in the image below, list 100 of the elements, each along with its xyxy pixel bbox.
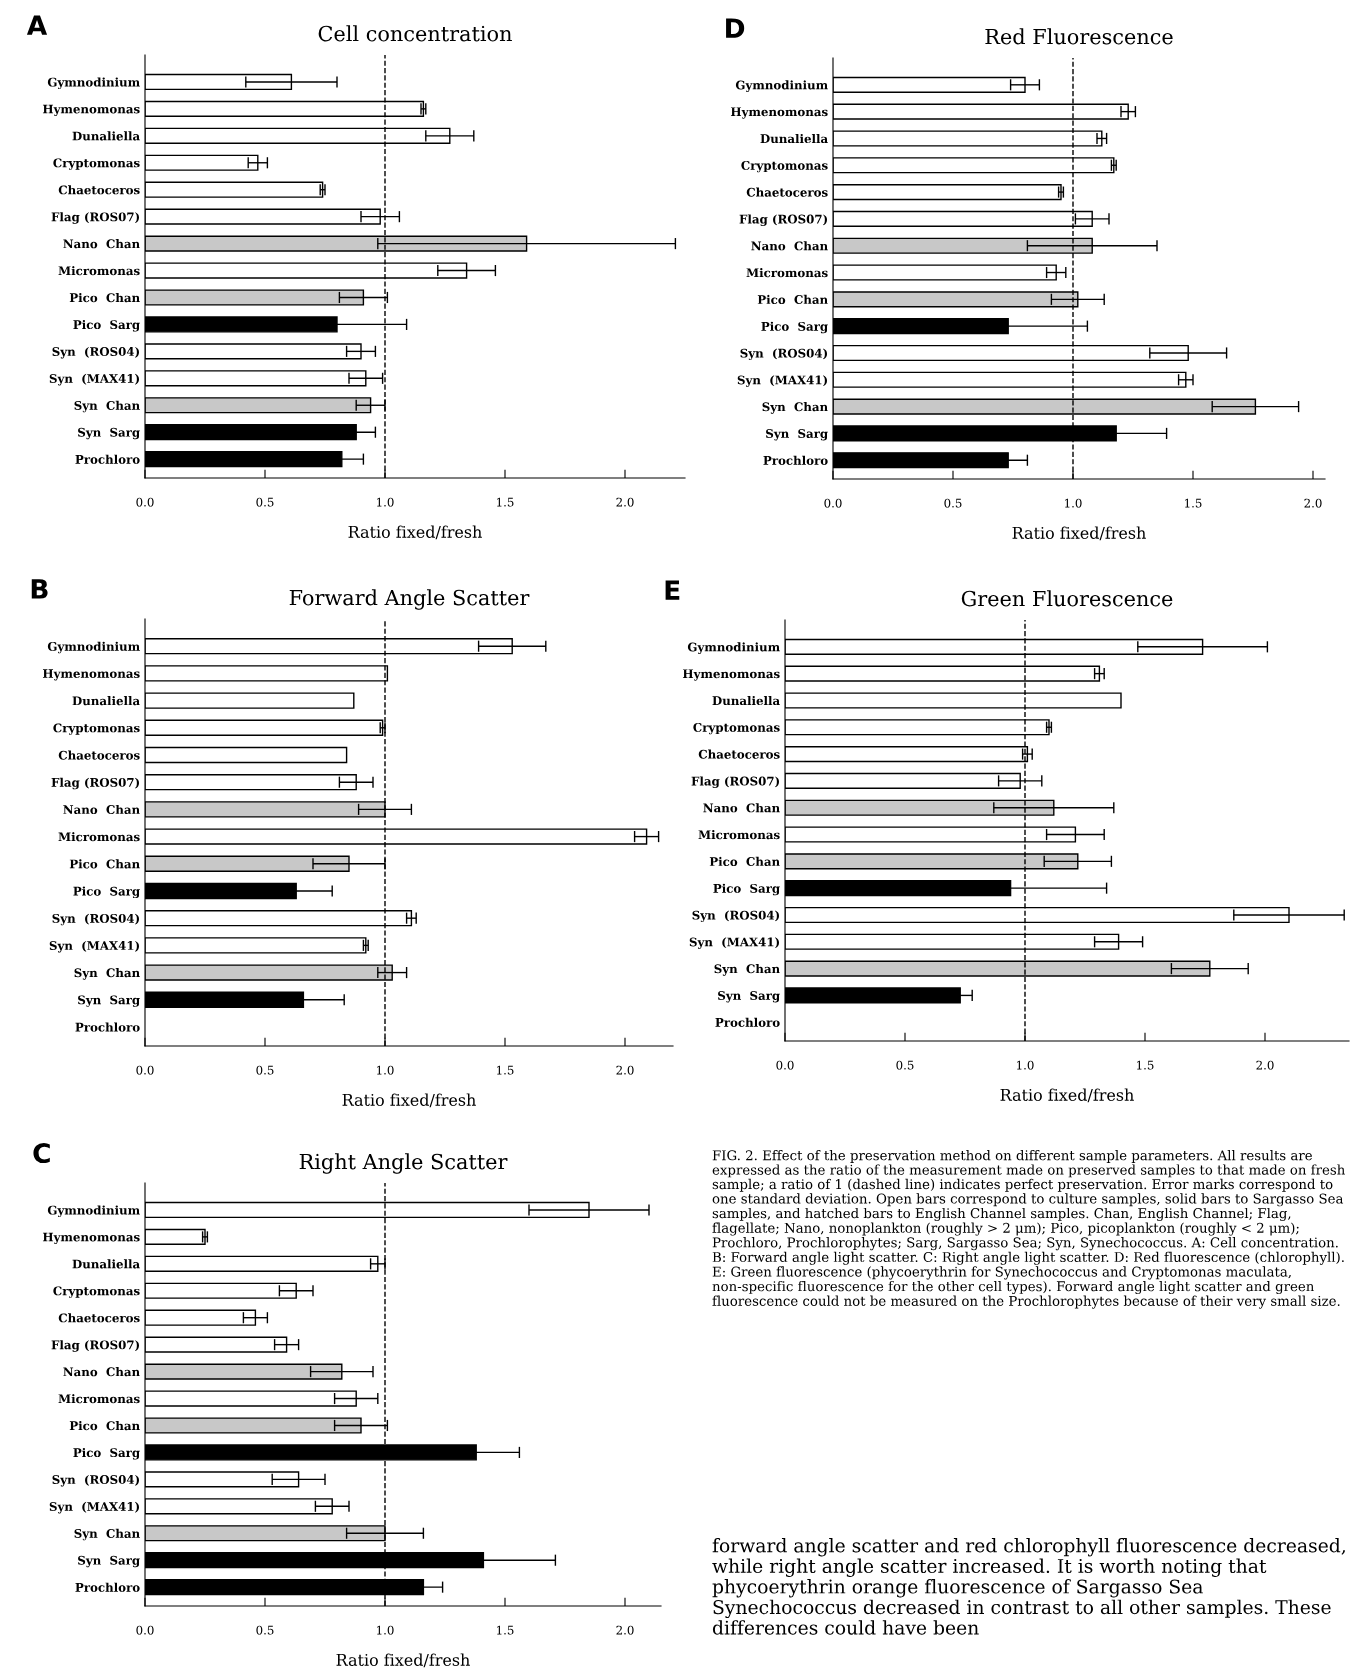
y-tick-label: Micromonas: [746, 268, 828, 278]
y-tick-label: Syn Sarg: [766, 429, 828, 441]
y-tick-label: Syn (ROS04): [52, 913, 140, 926]
y-tick-label: Syn Chan: [762, 402, 828, 414]
x-tick-label: 2.0: [1304, 498, 1322, 508]
y-tick-label: Syn (MAX41): [689, 937, 780, 949]
y-tick-label: Flag (ROS07): [51, 1340, 140, 1352]
chart-title: Cell concentration: [318, 25, 512, 42]
x-tick-label: 0.5: [896, 1060, 914, 1070]
y-tick-label: Pico Chan: [69, 859, 140, 869]
y-tick-label: Syn Sarg: [78, 995, 140, 1007]
y-tick-label: Prochloro: [75, 1022, 140, 1032]
text: E: [665, 580, 680, 600]
x-tick-label: 2.0: [616, 497, 634, 507]
chart-title: Forward Angle Scatter: [289, 589, 530, 610]
x-tick-label: 0.0: [136, 1065, 154, 1075]
y-tick-label: Syn Sarg: [78, 1555, 140, 1568]
y-tick-label: Nano Chan: [751, 241, 828, 251]
x-tick-label: 1.5: [1137, 1060, 1154, 1070]
y-tick-label: Syn (MAX41): [49, 940, 140, 953]
y-tick-label: Syn (ROS04): [52, 1474, 140, 1487]
text: forward angle scatter and red chlorophyll fluorescence decreased, while right angle scatter increased. It is worth noting that phycoerythrin orange fluorescence of Sargasso Sea Synechococcus decreased in contrast to all other samples. These differences could have been: [712, 1538, 1345, 1635]
y-tick-label: Syn (MAX41): [737, 375, 828, 387]
x-tick-label: 2.0: [616, 1065, 634, 1075]
y-tick-label: Dunaliella: [72, 696, 140, 706]
text: FIG. 2. Effect of the preservation method on different sample parameters. All results are expressed as the ratio of the measurement made on preserved samples to that made on fresh sample; a ratio of 1 (dashed line) indicates perfect preservation. Error marks correspond to one standard deviation. Open bars correspond to culture samples, solid bars to Sargasso Sea samples, and hatched bars to English Channel samples. Chan, English Channel; Flag, flagellate; Nano, nonoplankton (roughly > 2 μm); Pico, picoplankton (roughly < 2 μm); Prochloro, Prochlorophytes; Sarg, Sargasso Sea; Syn, Synechococcus. A: Cell concentration. B: Forward angle light scatter. C: Right angle light scatter. D: Red fluorescence (chlorophyll). E: Green fluorescence (phycoerythrin for Synechococcus and Cryptomonas maculata, non-specific fluorescence for the other cell types). Forward angle light scatter and green fluorescence could not be measured on the Prochlorophytes because of their very small size.: [712, 1150, 1345, 1309]
y-tick-label: Flag (ROS07): [739, 214, 828, 226]
y-tick-label: Chaetoceros: [58, 185, 140, 195]
y-tick-label: Hymenomonas: [730, 107, 828, 119]
x-tick-label: 2.0: [1256, 1060, 1274, 1070]
chart-title: Red Fluorescence: [985, 28, 1173, 45]
y-tick-label: Gymnodinium: [47, 1205, 140, 1218]
y-tick-label: Hymenomonas: [42, 104, 140, 116]
y-tick-label: Cryptomonas: [53, 723, 140, 735]
x-tick-label: 1.5: [1185, 498, 1202, 508]
y-tick-label: Nano Chan: [703, 803, 780, 813]
chart-title: Right Angle Scatter: [299, 1153, 508, 1174]
y-tick-label: Syn (ROS04): [740, 348, 828, 361]
x-axis-title: Ratio fixed/fresh: [342, 1093, 476, 1108]
x-tick-label: 1.0: [377, 1065, 394, 1075]
y-tick-label: Cryptomonas: [741, 160, 828, 173]
y-tick-label: Syn (ROS04): [692, 910, 780, 923]
text: C: [33, 1143, 50, 1164]
y-tick-label: Cryptomonas: [53, 158, 140, 170]
y-tick-label: Gymnodinium: [47, 641, 140, 654]
text: D: [726, 18, 745, 38]
y-tick-label: Pico Chan: [69, 1421, 140, 1431]
x-tick-label: 1.0: [1065, 498, 1082, 508]
y-tick-label: Chaetoceros: [58, 750, 140, 760]
y-tick-label: Chaetoceros: [698, 749, 780, 759]
x-tick-label: 0.5: [256, 1625, 274, 1635]
text: A: [26, 15, 48, 35]
y-tick-label: Prochloro: [75, 454, 140, 464]
y-tick-label: Gymnodinium: [735, 80, 828, 92]
y-tick-label: Gymnodinium: [687, 642, 780, 654]
y-tick-label: Nano Chan: [63, 804, 140, 815]
y-tick-label: Flag (ROS07): [691, 776, 780, 788]
y-tick-label: Prochloro: [763, 455, 828, 465]
x-tick-label: 1.5: [497, 497, 514, 507]
x-axis-title: Ratio fixed/fresh: [336, 1653, 470, 1668]
y-tick-label: Flag (ROS07): [51, 212, 140, 224]
y-tick-label: Chaetoceros: [58, 1313, 140, 1323]
x-tick-label: 0.0: [776, 1060, 794, 1070]
y-tick-label: Dunaliella: [72, 131, 140, 141]
y-tick-label: Micromonas: [698, 830, 780, 840]
chart-title: Green Fluorescence: [961, 590, 1173, 607]
y-tick-label: Syn Sarg: [718, 991, 780, 1003]
y-tick-label: Pico Sarg: [761, 321, 828, 334]
y-tick-label: Chaetoceros: [746, 187, 828, 197]
y-tick-label: Pico Chan: [709, 856, 780, 866]
y-tick-label: Micromonas: [58, 266, 140, 276]
y-tick-label: Syn Sarg: [78, 427, 140, 440]
text: B: [31, 579, 48, 599]
y-tick-label: Cryptomonas: [53, 1286, 140, 1298]
y-tick-label: Pico Sarg: [73, 1447, 140, 1460]
x-tick-label: 1.0: [377, 1625, 394, 1635]
y-tick-label: Prochloro: [75, 1582, 140, 1592]
y-tick-label: Syn Chan: [714, 964, 780, 976]
y-tick-label: Micromonas: [58, 832, 140, 842]
x-tick-label: 1.0: [1017, 1060, 1034, 1070]
y-tick-label: Syn Chan: [74, 968, 140, 980]
x-tick-label: 0.5: [256, 1065, 274, 1075]
x-tick-label: 1.5: [497, 1065, 514, 1075]
y-tick-label: Syn Chan: [74, 400, 140, 413]
y-tick-label: Syn (MAX41): [49, 1501, 140, 1514]
y-tick-label: Syn (ROS04): [52, 346, 140, 359]
y-tick-label: Pico Chan: [757, 294, 828, 304]
y-tick-label: Syn Chan: [74, 1528, 140, 1541]
y-tick-label: Prochloro: [715, 1017, 780, 1027]
y-tick-label: Gymnodinium: [47, 77, 140, 90]
y-tick-label: Pico Sarg: [73, 319, 140, 332]
y-tick-label: Flag (ROS07): [51, 777, 140, 790]
x-tick-label: 0.0: [824, 498, 842, 508]
x-tick-label: 1.5: [497, 1625, 514, 1635]
x-tick-label: 0.0: [136, 497, 154, 507]
y-tick-label: Micromonas: [58, 1394, 140, 1404]
y-tick-label: Hymenomonas: [42, 1232, 140, 1244]
y-tick-label: Pico Chan: [69, 293, 140, 303]
y-tick-label: Dunaliella: [712, 695, 780, 706]
y-tick-label: Cryptomonas: [693, 722, 780, 735]
